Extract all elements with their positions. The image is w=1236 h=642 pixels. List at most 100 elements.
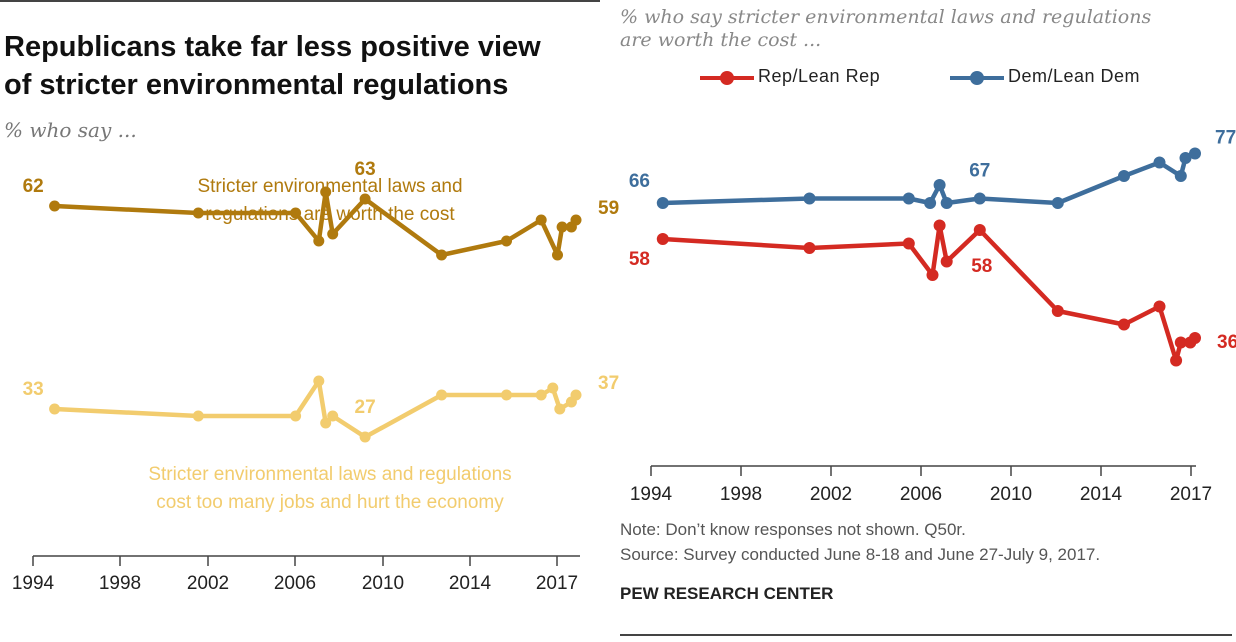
- right-series-0-point: [940, 197, 953, 209]
- left-series-1-point: [313, 375, 325, 387]
- right-series-1-point: [1174, 336, 1187, 349]
- title-line-2: of stricter environmental regulations: [4, 69, 509, 101]
- right-x-tick-label: 1994: [630, 484, 673, 505]
- right-series-1-data-label: 58: [629, 249, 650, 270]
- right-series-1-line: [662, 223, 1197, 363]
- right-series-1-data-label: 58: [971, 256, 992, 277]
- note-text: Note: Don’t know responses not shown. Q5…: [620, 520, 966, 539]
- right-x-tick-label: 2010: [990, 484, 1032, 505]
- left-series-1-point: [535, 389, 547, 401]
- left-series-0-title-line: regulations are worth the cost: [205, 204, 455, 225]
- right-series-0-point: [1118, 170, 1130, 182]
- left-series-0-point: [327, 228, 339, 240]
- right-series-1-point: [1118, 318, 1130, 331]
- left-series-1-point: [570, 389, 582, 401]
- left-series-1-point: [436, 389, 448, 401]
- right-series-1-point: [1051, 305, 1064, 317]
- left-series-1-point: [320, 417, 332, 429]
- left-x-tick-label: 2010: [362, 573, 404, 594]
- left-series-0-data-label: 59: [598, 198, 619, 219]
- left-series-1-point: [192, 410, 204, 422]
- right-series-0-point: [1189, 147, 1201, 160]
- right-subtitle-line-1: % who say stricter environmental laws an…: [620, 6, 1152, 28]
- left-x-tick-label: 2014: [449, 573, 492, 594]
- left-x-tick-label: 1994: [12, 573, 55, 594]
- left-series-0-data-label: 62: [23, 176, 44, 197]
- right-series-0-point: [902, 192, 915, 205]
- right-subtitle: % who say stricter environmental laws an…: [620, 6, 1230, 52]
- right-series-1-point: [803, 242, 816, 254]
- left-series-1-data-label: 33: [23, 379, 44, 400]
- right-x-tick-label: 1998: [720, 484, 762, 505]
- source-text: Source: Survey conducted June 8-18 and J…: [620, 545, 1101, 564]
- left-series-1-point: [49, 403, 61, 415]
- left-series-1-point: [501, 389, 512, 401]
- legend-rep-label: Rep/Lean Rep: [758, 66, 881, 86]
- right-series-0-data-label: 67: [969, 161, 990, 182]
- right-series-1-point: [940, 255, 953, 268]
- right-series-0-point: [1153, 156, 1166, 169]
- left-series-1-point: [327, 410, 339, 422]
- top-rule: [0, 0, 600, 2]
- left-series-0-point: [556, 221, 568, 233]
- pew-research-center-logo: PEW RESEARCH CENTER: [620, 584, 834, 603]
- left-series-1-point: [547, 382, 559, 394]
- left-series-1-point: [554, 403, 566, 415]
- legend-dem-label: Dem/Lean Dem: [1008, 66, 1141, 86]
- left-series-0-point: [501, 235, 512, 247]
- right-x-tick-label: 2002: [810, 484, 852, 505]
- right-series-1-point: [973, 224, 986, 236]
- left-series-1-point: [290, 410, 302, 422]
- bottom-rule: [620, 634, 1232, 636]
- left-series-0-point: [570, 214, 582, 226]
- right-series-0-point: [803, 192, 816, 205]
- right-subtitle-line-2: are worth the cost ...: [620, 29, 822, 51]
- left-series-0-point: [535, 214, 547, 226]
- right-x-tick-label: 2006: [900, 484, 942, 505]
- left-series-1-data-label: 37: [598, 373, 619, 394]
- right-series-1-data-label: 36: [1217, 332, 1236, 353]
- right-x-tick-label: 2017: [1170, 484, 1212, 505]
- right-x-tick-label: 2014: [1080, 484, 1123, 505]
- right-series-1-point: [933, 219, 946, 232]
- right-series-0-point: [1179, 152, 1192, 164]
- right-series-0-point: [973, 192, 986, 205]
- left-series-1-data-label: 27: [355, 397, 376, 418]
- left-series-0-data-label: 63: [355, 159, 376, 180]
- left-series-1-title-line: Stricter environmental laws and regulati…: [148, 464, 511, 485]
- right-series-1-point: [1153, 300, 1166, 313]
- legend-rep-marker: [720, 71, 734, 85]
- right-series-0-point: [656, 197, 669, 209]
- left-series-0-point: [359, 193, 371, 205]
- right-series-0-data-label: 77: [1215, 128, 1236, 149]
- right-series-0-point: [933, 179, 946, 191]
- page-title: Republicans take far less positive view …: [4, 28, 604, 104]
- left-series-0-point: [290, 207, 302, 219]
- left-series-0-point: [552, 249, 563, 261]
- left-series-0-point: [436, 249, 448, 261]
- legend-dem-marker: [970, 71, 984, 85]
- right-series-1-point: [902, 237, 915, 250]
- right-series-1-point: [1189, 332, 1201, 344]
- right-series-0-point: [1174, 170, 1187, 182]
- right-series-1-point: [656, 233, 669, 245]
- left-subtitle: % who say ...: [4, 118, 137, 142]
- right-series-0-data-label: 66: [629, 171, 650, 192]
- left-series-1-line: [54, 378, 578, 440]
- right-series-1-point: [1170, 354, 1183, 367]
- right-series-1-point: [926, 269, 939, 281]
- left-series-1-title-line: cost too many jobs and hurt the economy: [156, 492, 504, 513]
- left-x-tick-label: 1998: [99, 573, 141, 594]
- left-series-0-point: [192, 207, 204, 219]
- left-series-1-point: [359, 431, 371, 443]
- left-x-tick-label: 2006: [274, 573, 316, 594]
- title-line-1: Republicans take far less positive view: [4, 31, 541, 63]
- left-x-tick-label: 2002: [187, 573, 229, 594]
- left-series-0-point: [320, 186, 332, 198]
- right-series-0-line: [662, 151, 1196, 206]
- left-series-0-point: [49, 200, 61, 212]
- left-series-0-title-line: Stricter environmental laws and: [197, 176, 462, 197]
- left-series-0-point: [313, 235, 325, 247]
- right-series-0-point: [924, 197, 937, 209]
